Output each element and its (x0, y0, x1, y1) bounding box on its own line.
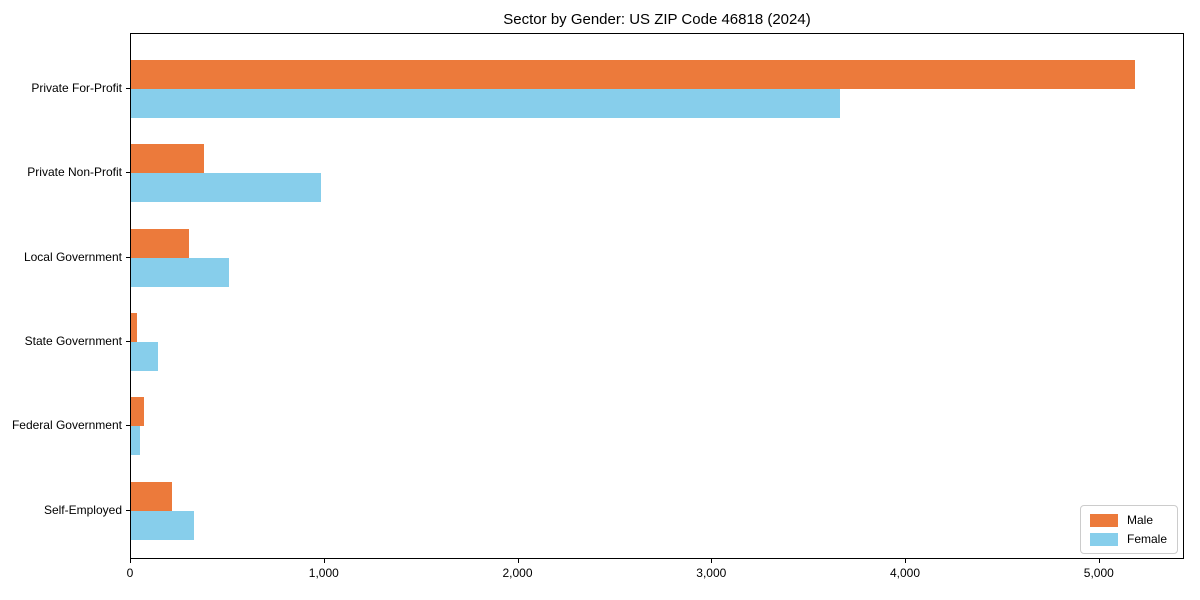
xtick-mark-4 (905, 559, 906, 563)
xtick-mark-5 (1098, 559, 1100, 563)
ytick-mark-0 (126, 88, 130, 89)
bar-male-4 (131, 397, 144, 427)
ytick-label-4: Federal Government (11, 418, 122, 433)
bar-female-2 (131, 257, 229, 287)
ytick-mark-5 (126, 509, 130, 511)
xtick-mark-1 (323, 559, 325, 563)
legend-label-male: Male (1126, 513, 1153, 527)
ytick-mark-1 (126, 172, 130, 174)
bar-female-1 (131, 173, 321, 203)
ytick-label-3: State Government (24, 333, 122, 348)
bar-male-1 (131, 144, 204, 174)
ytick-mark-3 (126, 340, 130, 342)
ytick-mark-4 (126, 425, 130, 427)
bar-male-3 (131, 312, 137, 342)
xtick-label-1: 1,000 (308, 566, 339, 580)
plot-area: Male Female (130, 33, 1184, 559)
legend-label-female: Female (1126, 532, 1167, 546)
bar-male-5 (131, 481, 172, 511)
legend-entry-male: Male (1089, 513, 1167, 527)
ytick-mark-2 (126, 256, 130, 258)
xtick-mark-3 (711, 559, 713, 563)
chart-title: Sector by Gender: US ZIP Code 46818 (202… (503, 11, 811, 28)
bar-male-0 (131, 60, 1135, 89)
legend-swatch-male (1089, 513, 1118, 527)
bar-female-0 (131, 89, 841, 118)
ytick-label-5: Self-Employed (43, 502, 122, 517)
legend-entry-female: Female (1089, 532, 1167, 546)
ytick-label-1: Private Non-Profit (27, 165, 122, 180)
xtick-label-3: 3,000 (696, 566, 727, 580)
ytick-label-2: Local Government (23, 249, 122, 264)
xtick-label-5: 5,000 (1083, 566, 1114, 580)
legend: Male Female (1079, 505, 1178, 554)
xtick-label-2: 2,000 (502, 566, 533, 580)
bar-female-3 (131, 341, 159, 371)
xtick-label-0: 0 (126, 566, 134, 580)
bar-female-5 (131, 510, 194, 540)
bar-female-4 (131, 426, 140, 456)
legend-swatch-female (1089, 532, 1118, 546)
xtick-mark-2 (517, 559, 519, 563)
ytick-label-0: Private For-Profit (31, 81, 122, 95)
xtick-label-4: 4,000 (889, 566, 921, 580)
bar-male-2 (131, 228, 190, 258)
xtick-mark-0 (130, 559, 131, 563)
